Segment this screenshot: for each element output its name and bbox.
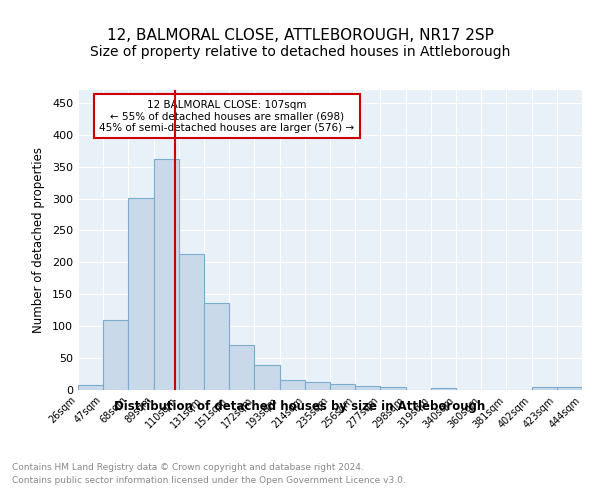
Bar [103, 320, 128, 390]
Bar [280, 380, 305, 390]
Text: Size of property relative to detached houses in Attleborough: Size of property relative to detached ho… [90, 45, 510, 59]
Bar [254, 365, 280, 390]
Bar [557, 388, 582, 390]
Bar [532, 388, 557, 390]
Bar [380, 387, 406, 390]
Bar [355, 386, 380, 390]
Text: Contains public sector information licensed under the Open Government Licence v3: Contains public sector information licen… [12, 476, 406, 485]
Text: Distribution of detached houses by size in Attleborough: Distribution of detached houses by size … [115, 400, 485, 413]
Bar [204, 302, 229, 390]
Text: 12, BALMORAL CLOSE, ATTLEBOROUGH, NR17 2SP: 12, BALMORAL CLOSE, ATTLEBOROUGH, NR17 2… [107, 28, 493, 42]
Bar [431, 388, 456, 390]
Bar [179, 254, 204, 390]
Bar [128, 198, 154, 390]
Text: 12 BALMORAL CLOSE: 107sqm
← 55% of detached houses are smaller (698)
45% of semi: 12 BALMORAL CLOSE: 107sqm ← 55% of detac… [99, 100, 355, 133]
Bar [330, 384, 355, 390]
Text: Contains HM Land Registry data © Crown copyright and database right 2024.: Contains HM Land Registry data © Crown c… [12, 462, 364, 471]
Bar [154, 159, 179, 390]
Bar [305, 382, 330, 390]
Bar [78, 385, 103, 390]
Bar [229, 344, 254, 390]
Y-axis label: Number of detached properties: Number of detached properties [32, 147, 45, 333]
